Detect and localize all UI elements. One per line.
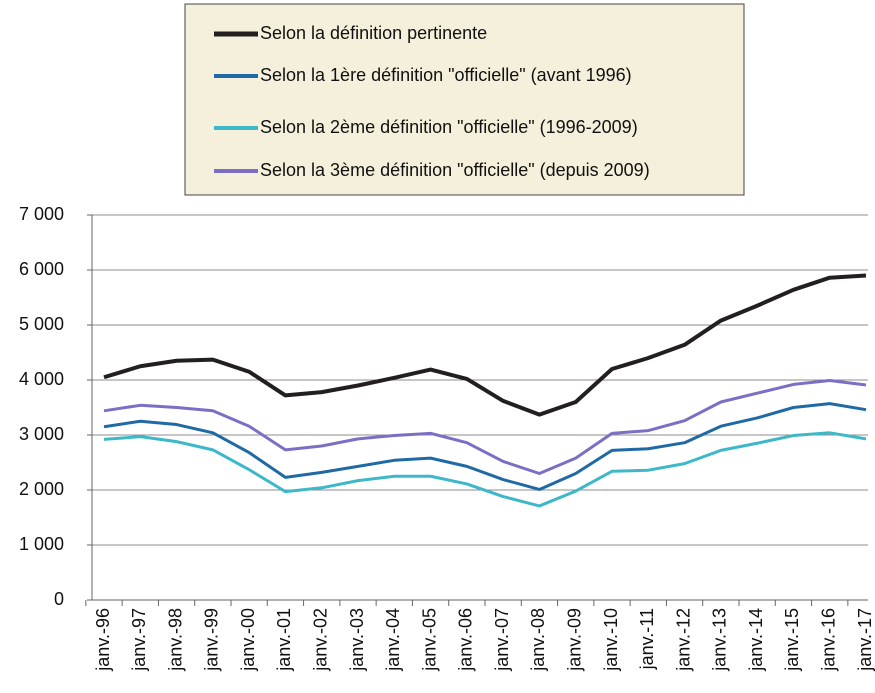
series-line (103, 431, 867, 508)
legend-box (184, 3, 745, 196)
y-tick-label: 5 000 (19, 314, 64, 334)
legend-label: Selon la 1ère définition "officielle" (a… (260, 65, 632, 85)
series-line (103, 402, 867, 491)
y-tick-label: 3 000 (19, 424, 64, 444)
x-tick-label: janv.-15 (782, 608, 802, 672)
x-tick-label: janv.-06 (456, 608, 476, 672)
series-line (103, 273, 867, 417)
x-tick-label: janv.-02 (310, 608, 330, 672)
x-tick-label: janv.-96 (93, 608, 113, 672)
y-tick-label: 0 (54, 589, 64, 609)
x-tick-label: janv.-12 (673, 608, 693, 672)
x-tick-label: janv.-13 (710, 608, 730, 672)
legend-label: Selon la 2ème définition "officielle" (1… (260, 117, 638, 137)
x-tick-label: janv.-08 (528, 608, 548, 672)
x-tick-label: janv.-10 (601, 608, 621, 672)
x-tick-label: janv.-17 (855, 608, 875, 672)
x-tick-label: janv.-04 (383, 608, 403, 672)
y-tick-label: 2 000 (19, 479, 64, 499)
x-tick-label: janv.-98 (165, 608, 185, 672)
x-tick-label: janv.-14 (746, 608, 766, 672)
x-tick-label: janv.-05 (419, 608, 439, 672)
y-tick-label: 1 000 (19, 534, 64, 554)
x-tick-label: janv.-03 (347, 608, 367, 672)
x-tick-label: janv.-16 (818, 608, 838, 672)
x-tick-label: janv.-00 (238, 608, 258, 672)
x-tick-label: janv.-99 (202, 608, 222, 672)
x-tick-label: janv.-01 (274, 608, 294, 672)
x-tick-label: janv.-09 (564, 608, 584, 672)
x-tick-label: janv.-97 (129, 608, 149, 672)
y-tick-label: 4 000 (19, 369, 64, 389)
x-tick-label: janv.-07 (492, 608, 512, 672)
series-line (103, 379, 867, 475)
legend-label: Selon la 3ème définition "officielle" (d… (260, 160, 650, 180)
y-tick-label: 7 000 (19, 204, 64, 224)
y-tick-label: 6 000 (19, 259, 64, 279)
legend-label: Selon la définition pertinente (260, 23, 487, 43)
x-tick-label: janv.-11 (637, 608, 657, 670)
